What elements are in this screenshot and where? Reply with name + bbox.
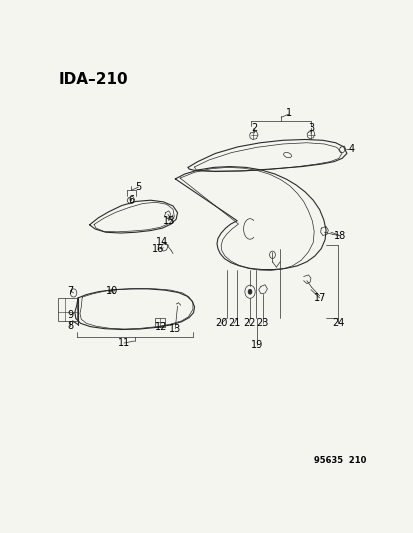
Text: 11: 11 [118,338,130,348]
Text: 18: 18 [333,230,345,240]
Text: 10: 10 [106,286,118,295]
Text: 3: 3 [308,124,314,133]
Text: 4: 4 [348,144,354,154]
Text: 21: 21 [227,318,240,328]
Text: 7: 7 [67,286,73,295]
Text: 2: 2 [250,124,256,133]
Text: 24: 24 [331,318,343,328]
Text: 17: 17 [313,293,325,303]
Text: 95635  210: 95635 210 [313,456,365,465]
Text: IDA–210: IDA–210 [59,72,128,87]
Text: 19: 19 [250,340,263,350]
Text: 15: 15 [162,216,175,226]
Text: 13: 13 [169,324,181,334]
Text: 9: 9 [67,310,73,320]
Text: 16: 16 [151,245,164,254]
Text: v: v [169,213,176,221]
FancyBboxPatch shape [57,298,76,321]
Text: 14: 14 [156,238,168,247]
Text: 22: 22 [242,318,255,328]
Text: 5: 5 [135,182,141,192]
Text: 20: 20 [214,318,227,328]
Text: 12: 12 [154,322,166,333]
Text: 8: 8 [67,321,73,331]
Text: 6: 6 [128,195,134,205]
Circle shape [247,289,252,294]
FancyBboxPatch shape [155,318,164,327]
Text: 23: 23 [256,318,268,328]
Text: 1: 1 [285,108,292,118]
